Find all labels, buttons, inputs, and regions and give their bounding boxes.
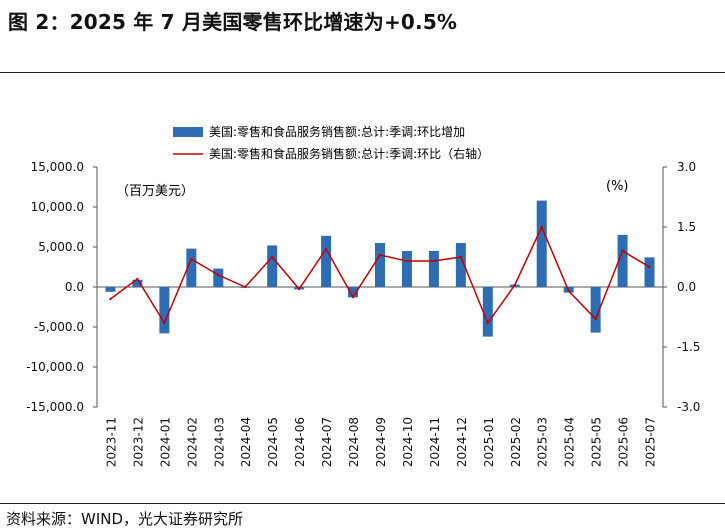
x-tick-label: 2024-10 [401,417,415,467]
bar-2023-11 [105,287,116,292]
line-point-2024-02 [190,257,193,261]
x-tick-labels: 2023-11 2023-12 2024-01 2024-02 2024-03 2024-… [104,417,657,467]
x-tick-label: 2024-05 [266,417,280,467]
line-point-2023-12 [136,277,139,281]
x-tick-label: 2025-03 [536,417,550,467]
right-tick-label: 3.0 [677,160,696,174]
line-point-2025-04 [567,289,570,293]
line-point-2024-03 [217,273,220,277]
right-tick-label: 0.0 [677,280,696,294]
line-point-2024-06 [297,287,301,291]
x-tick-label: 2025-05 [590,417,604,467]
x-tick-label: 2023-12 [131,417,145,467]
x-tick-label: 2025-01 [482,417,496,467]
bar-2025-03 [536,200,547,287]
line-point-2024-04 [244,285,247,289]
line-point-2024-12 [459,255,463,259]
left-tick-label: -15,000.0 [26,400,84,414]
line-point-2025-01 [486,321,490,325]
left-tick-label: 5,000.0 [38,240,84,254]
bar-2024-02 [186,248,197,287]
line-point-2024-09 [378,253,382,257]
bar-2024-11 [428,251,439,287]
right-axis-unit-label: (%) [606,179,629,194]
line-point-2024-07 [324,247,328,251]
right-tick-label: -1.5 [677,340,700,354]
line-point-2025-06 [621,249,624,253]
line-point-2024-11 [432,259,436,263]
left-tick-label: 0.0 [65,280,84,294]
line-point-2023-11 [109,297,112,301]
bar-2024-10 [401,251,412,287]
bar-2025-01 [482,287,493,337]
bar-2023-12 [132,279,143,287]
axes: 15,000.0 10,000.0 5,000.0 0.0 -5,000.0 -10,00… [26,160,700,414]
bar-2024-05 [267,245,278,287]
left-tick-label: -5,000.0 [34,320,84,334]
line-series [109,225,651,325]
x-tick-label: 2024-02 [185,417,199,467]
left-tick-label: 15,000.0 [31,160,84,174]
figure-title: 图 2：2025 年 7 月美国零售环比增速为+0.5% [8,10,458,34]
x-tick-label: 2024-07 [320,417,334,467]
legend-line-label: 美国:零售和食品服务销售额:总计:季调:环比（右轴） [209,146,489,161]
x-tick-label: 2025-04 [563,417,577,467]
legend: 美国:零售和食品服务销售额:总计:季调:环比增加 美国:零售和食品服务销售额:总… [173,124,489,161]
bar-2024-07 [321,235,332,287]
source-note: 资料来源：WIND，光大证券研究所 [6,510,244,528]
line-point-2025-07 [648,265,651,269]
x-tick-label: 2025-06 [617,417,631,467]
x-tick-label: 2025-07 [644,417,658,467]
x-tick-label: 2024-12 [455,417,469,467]
right-tick-label: 1.5 [677,220,696,234]
left-axis-unit-label: （百万美元） [116,184,194,199]
left-tick-label: 10,000.0 [31,200,84,214]
legend-bar-swatch [173,127,203,137]
bar-2025-07 [644,257,655,287]
line-point-2024-01 [163,321,166,325]
x-tick-label: 2025-02 [509,417,523,467]
x-tick-label: 2024-01 [158,417,172,467]
line-point-2025-05 [594,317,597,321]
bar-2025-05 [590,287,601,333]
line-point-2024-10 [405,259,409,263]
bar-2025-06 [617,235,628,287]
top-rule [0,72,725,73]
x-tick-label: 2023-11 [104,417,118,467]
bar-2024-08 [348,287,359,298]
bar-2024-01 [159,287,170,334]
x-tick-label: 2024-06 [293,417,307,467]
x-tick-label: 2024-11 [428,417,442,467]
bottom-rule [0,503,725,504]
line-point-2024-05 [270,255,274,259]
line-point-2024-08 [351,295,355,299]
bar-2024-03 [213,268,224,287]
x-tick-label: 2024-03 [212,417,226,467]
line-point-2025-03 [540,225,543,229]
x-tick-label: 2024-08 [347,417,361,467]
bar-2024-09 [375,243,385,287]
line-point-2025-02 [513,283,516,287]
x-tick-label: 2024-04 [239,417,253,467]
x-tick-label: 2024-09 [374,417,388,467]
legend-bar-label: 美国:零售和食品服务销售额:总计:季调:环比增加 [209,124,465,139]
bar-2024-12 [455,243,466,287]
right-tick-label: -3.0 [677,400,700,414]
left-tick-label: -10,000.0 [26,360,84,374]
bar-series [105,200,655,337]
